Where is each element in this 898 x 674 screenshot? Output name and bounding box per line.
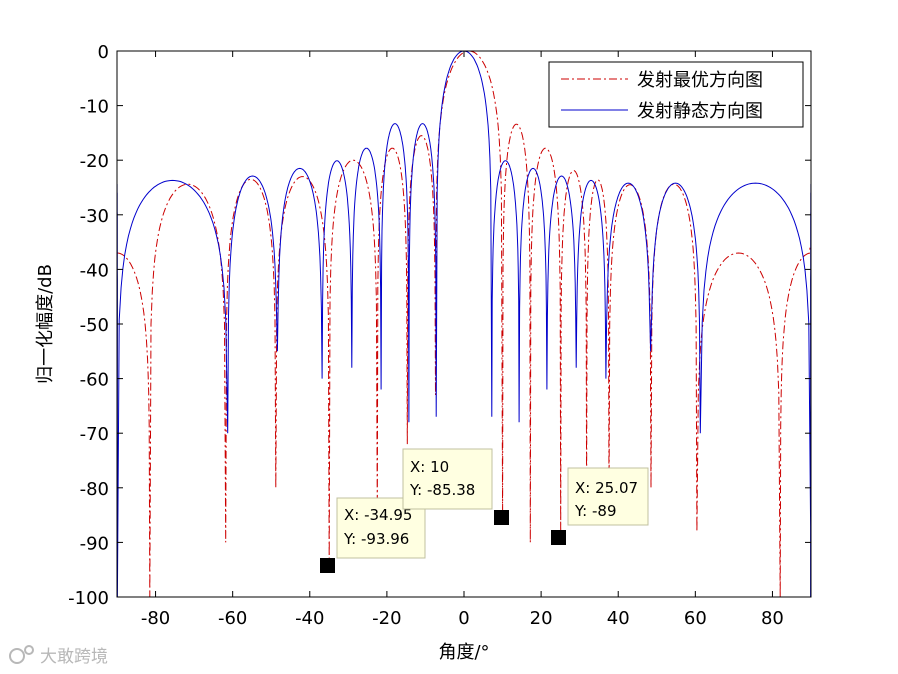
y-tick-label: -60 bbox=[80, 370, 109, 391]
y-tick-label: -90 bbox=[80, 533, 109, 554]
datatip[interactable]: X: 25.07 Y: -89 bbox=[551, 467, 649, 545]
watermark-logo-icon bbox=[9, 645, 34, 664]
x-tick-label: -60 bbox=[218, 608, 247, 629]
datatip-x-text: X: 10 bbox=[410, 458, 449, 476]
datatip-marker bbox=[320, 558, 335, 573]
x-tick-label: 60 bbox=[684, 608, 707, 629]
datatips-layer: X: -34.95 Y: -93.96 X: 10 Y: -85.38 X: 2… bbox=[320, 448, 649, 573]
datatip-x-text: X: 25.07 bbox=[575, 479, 638, 497]
datatip-box bbox=[402, 448, 493, 510]
axes-box bbox=[117, 51, 811, 597]
y-tick-label: -40 bbox=[80, 260, 109, 281]
datatip-y-text: Y: -85.38 bbox=[409, 481, 475, 499]
ticks-layer: -80 -60 -40 -20 0 20 40 60 80 0 -10 -20 -30 -40 -50 -60… bbox=[68, 42, 811, 629]
x-tick-label: -80 bbox=[141, 608, 170, 629]
legend-box bbox=[548, 61, 804, 128]
y-tick-label: -50 bbox=[80, 315, 109, 336]
y-tick-label: -20 bbox=[80, 151, 109, 172]
legend-label-static: 发射静态方向图 bbox=[637, 101, 763, 122]
x-tick-label: 80 bbox=[761, 608, 784, 629]
datatip-x-text: X: -34.95 bbox=[344, 506, 412, 524]
datatip-marker bbox=[551, 530, 566, 545]
x-tick-label: 0 bbox=[458, 608, 469, 629]
datatip-box bbox=[567, 467, 649, 526]
y-tick-label: -80 bbox=[80, 479, 109, 500]
legend[interactable]: 发射最优方向图 发射静态方向图 bbox=[548, 61, 804, 128]
datatip[interactable]: X: 10 Y: -85.38 bbox=[402, 448, 509, 525]
y-axis-label: 归一化幅度/dB bbox=[35, 264, 56, 384]
datatip-y-text: Y: -89 bbox=[574, 502, 617, 520]
y-tick-label: -70 bbox=[80, 424, 109, 445]
datatip-y-text: Y: -93.96 bbox=[343, 530, 409, 548]
x-tick-label: -40 bbox=[295, 608, 324, 629]
watermark: 大敢跨境 bbox=[9, 645, 108, 667]
legend-label-optimal: 发射最优方向图 bbox=[637, 70, 763, 91]
plot-area bbox=[116, 50, 812, 598]
x-tick-label: 40 bbox=[607, 608, 630, 629]
watermark-text: 大敢跨境 bbox=[40, 647, 108, 667]
x-tick-label: 20 bbox=[530, 608, 553, 629]
y-tick-label: -10 bbox=[80, 97, 109, 118]
x-axis-label: 角度/° bbox=[438, 642, 489, 663]
y-tick-label: 0 bbox=[98, 42, 109, 63]
y-tick-label: -30 bbox=[80, 206, 109, 227]
y-tick-label: -100 bbox=[68, 588, 109, 609]
x-tick-label: -20 bbox=[372, 608, 401, 629]
datatip-marker bbox=[494, 510, 509, 525]
